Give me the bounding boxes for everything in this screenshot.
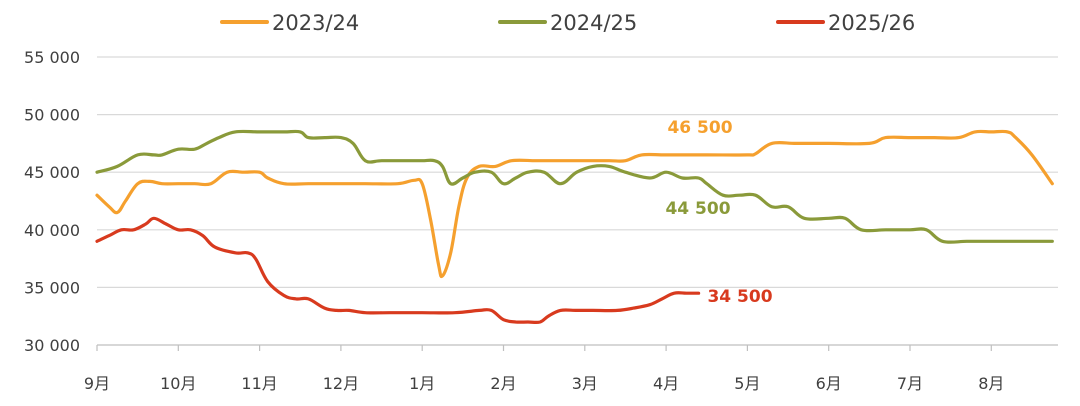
x-tick-label: 3月 — [572, 374, 598, 393]
series-line-2024-25 — [95, 129, 1054, 244]
end-value-label: 46 500 — [667, 118, 732, 138]
end-value-label: 44 500 — [665, 199, 730, 219]
x-tick-label: 9月 — [84, 374, 110, 393]
x-tick-label: 6月 — [816, 374, 842, 393]
x-tick-label: 11月 — [241, 374, 277, 393]
end-labels: 46 500 44 500 34 500 — [665, 118, 772, 307]
x-axis-ticks: 9月 10月 11月 12月 1月 2月 3月 4月 5月 6月 7月 8月 — [84, 345, 1004, 393]
y-tick-label: 35 000 — [24, 278, 80, 297]
y-tick-label: 30 000 — [24, 336, 80, 355]
legend-label: 2025/26 — [828, 11, 915, 35]
y-axis-ticks: 30 000 35 000 40 000 45 000 50 000 55 000 — [24, 48, 80, 355]
x-tick-label: 8月 — [978, 374, 1004, 393]
series-line-2025-26 — [95, 216, 701, 325]
x-tick-label: 1月 — [409, 374, 435, 393]
x-tick-label: 4月 — [653, 374, 679, 393]
x-tick-label: 2月 — [490, 374, 516, 393]
legend-label: 2024/25 — [550, 11, 637, 35]
y-tick-label: 45 000 — [24, 163, 80, 182]
end-value-label: 34 500 — [707, 287, 772, 307]
x-tick-label: 7月 — [897, 374, 923, 393]
y-tick-label: 50 000 — [24, 106, 80, 125]
y-tick-label: 55 000 — [24, 48, 80, 67]
series-lines — [95, 129, 1054, 325]
y-tick-label: 40 000 — [24, 221, 80, 240]
x-tick-label: 5月 — [734, 374, 760, 393]
legend: 2023/24 2024/25 2025/26 — [220, 11, 915, 35]
legend-label: 2023/24 — [272, 11, 359, 35]
x-tick-label: 12月 — [323, 374, 359, 393]
series-line-2023-24 — [95, 129, 1054, 279]
x-tick-label: 10月 — [160, 374, 196, 393]
